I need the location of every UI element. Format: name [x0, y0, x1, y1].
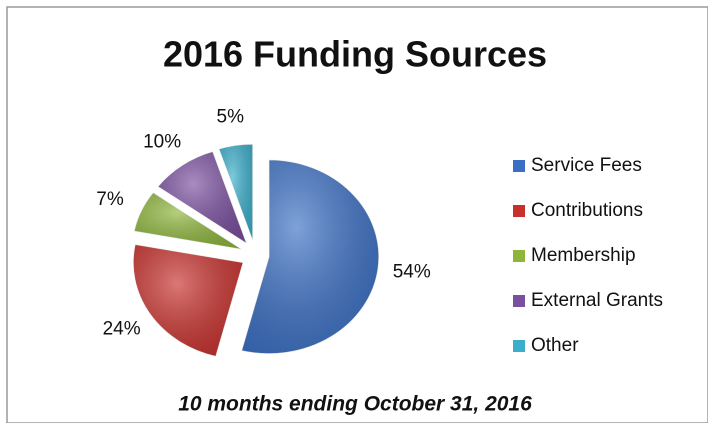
legend-text: External Grants [531, 290, 663, 311]
value-label: 24% [103, 318, 141, 339]
value-label: 10% [143, 132, 181, 153]
value-label: 54% [393, 261, 431, 282]
value-label: 5% [217, 107, 245, 128]
legend-swatch [513, 160, 525, 172]
legend-text: Other [531, 335, 579, 356]
chart-title: 2016 Funding Sources [163, 34, 547, 75]
legend-swatch [513, 250, 525, 262]
legend-swatch [513, 205, 525, 217]
chart-subtitle: 10 months ending October 31, 2016 [178, 393, 532, 416]
legend-text: Contributions [531, 200, 643, 221]
value-label: 7% [96, 189, 124, 210]
legend-text: Service Fees [531, 155, 642, 176]
legend-text: Membership [531, 245, 636, 266]
legend-swatch [513, 295, 525, 307]
legend-swatch [513, 340, 525, 352]
